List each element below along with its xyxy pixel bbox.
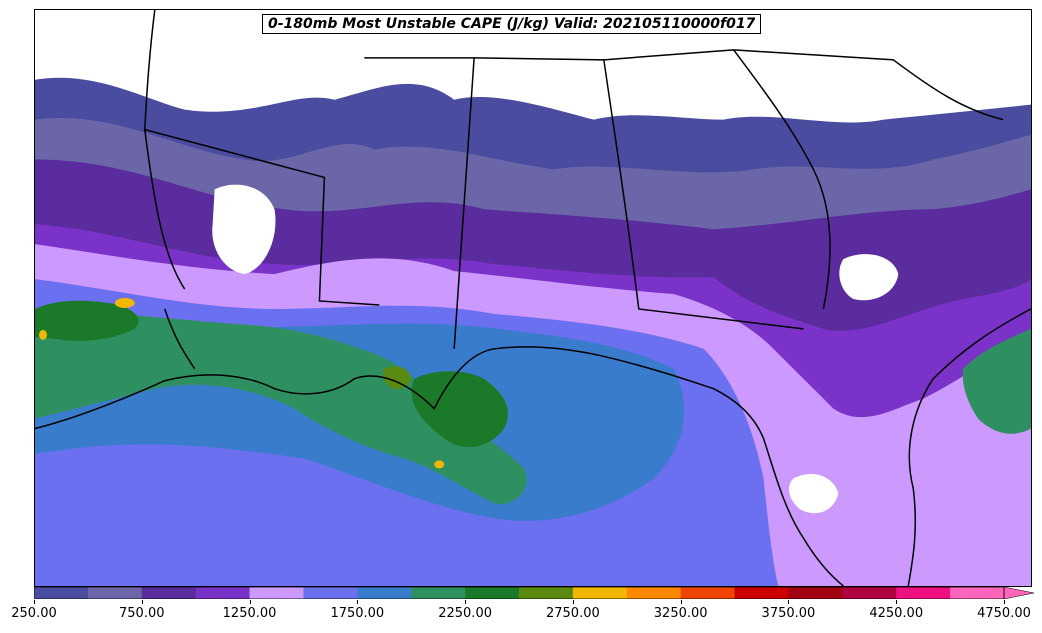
colorbar-tick-label: 1750.00 xyxy=(330,606,385,621)
colorbar-extend-arrow xyxy=(1003,587,1034,599)
cape-band-2750-spot xyxy=(38,329,47,340)
state-border xyxy=(164,308,196,370)
colorbar-tick-mark xyxy=(249,600,251,604)
colorbar-tick-label: 1250.00 xyxy=(222,606,277,621)
cape-band-2000-east xyxy=(962,328,1031,434)
colorbar-segment xyxy=(141,587,197,599)
colorbar-tick-label: 3250.00 xyxy=(653,606,708,621)
colorbar-segment xyxy=(195,587,251,599)
colorbar-segment xyxy=(788,587,843,599)
colorbar-tick-label: 3750.00 xyxy=(761,606,816,621)
colorbar-segment xyxy=(626,587,682,599)
state-border xyxy=(144,129,186,290)
colorbar-tick-label: 2750.00 xyxy=(545,606,600,621)
state-border xyxy=(144,10,380,306)
colorbar-tick-label: 4750.00 xyxy=(977,606,1031,621)
state-border xyxy=(474,57,804,330)
colorbar-tick-mark xyxy=(141,600,143,604)
colorbar-tick-mark xyxy=(357,600,359,604)
colorbar-segment xyxy=(465,587,520,599)
colorbar-segment xyxy=(896,587,951,599)
cape-band-2000 xyxy=(35,312,527,505)
colorbar-tick-mark xyxy=(572,600,574,604)
no-cape-hole xyxy=(839,254,899,301)
colorbar-tick-mark xyxy=(680,600,682,604)
map-title: 0-180mb Most Unstable CAPE (J/kg) Valid:… xyxy=(262,14,762,34)
colorbar-segment xyxy=(34,587,89,599)
colorbar-segment xyxy=(249,587,304,599)
colorbar-segment xyxy=(411,587,466,599)
gulf-coastline xyxy=(35,346,844,586)
colorbar-segment xyxy=(357,587,412,599)
no-cape-hole xyxy=(212,184,276,275)
colorbar-tick-mark xyxy=(465,600,467,604)
colorbar-tick-label: 250.00 xyxy=(11,606,57,621)
florida-east-coast xyxy=(907,308,1031,586)
colorbar-segment xyxy=(572,587,628,599)
state-border xyxy=(732,49,831,310)
colorbar-tick-label: 750.00 xyxy=(119,606,165,621)
colorbar-segment xyxy=(519,587,574,599)
cape-band-2750-spot xyxy=(114,298,135,308)
state-border xyxy=(603,49,1004,121)
colorbar-segment xyxy=(87,587,143,599)
colorbar-tick-label: 4250.00 xyxy=(869,606,924,621)
colorbar-tick-mark xyxy=(34,600,35,604)
cape-band-2250 xyxy=(411,371,508,448)
colorbar xyxy=(34,587,1034,599)
boundaries xyxy=(35,10,1031,586)
cape-band-2250-west xyxy=(35,300,139,341)
colorbar-tick-label: 2250.00 xyxy=(438,606,492,621)
colorbar-segment xyxy=(842,587,897,599)
colorbar-segment xyxy=(734,587,789,599)
colorbar-tick-mark xyxy=(788,600,790,604)
no-cape-hole xyxy=(788,474,839,514)
colorbar-outline xyxy=(34,587,1005,599)
colorbar-tick-mark xyxy=(1004,600,1005,604)
cape-band-2750-spot xyxy=(434,460,445,469)
colorbar-segment xyxy=(303,587,358,599)
colorbar-tick-mark xyxy=(896,600,898,604)
colorbar-segment xyxy=(950,587,1005,599)
map-frame xyxy=(34,9,1032,587)
cape-map xyxy=(35,10,1031,586)
cape-band-2500 xyxy=(383,366,411,389)
colorbar-ticks: 250.00 750.00 1250.00 1750.00 2250.00 2750.00… xyxy=(0,600,1042,630)
colorbar-segment xyxy=(680,587,736,599)
